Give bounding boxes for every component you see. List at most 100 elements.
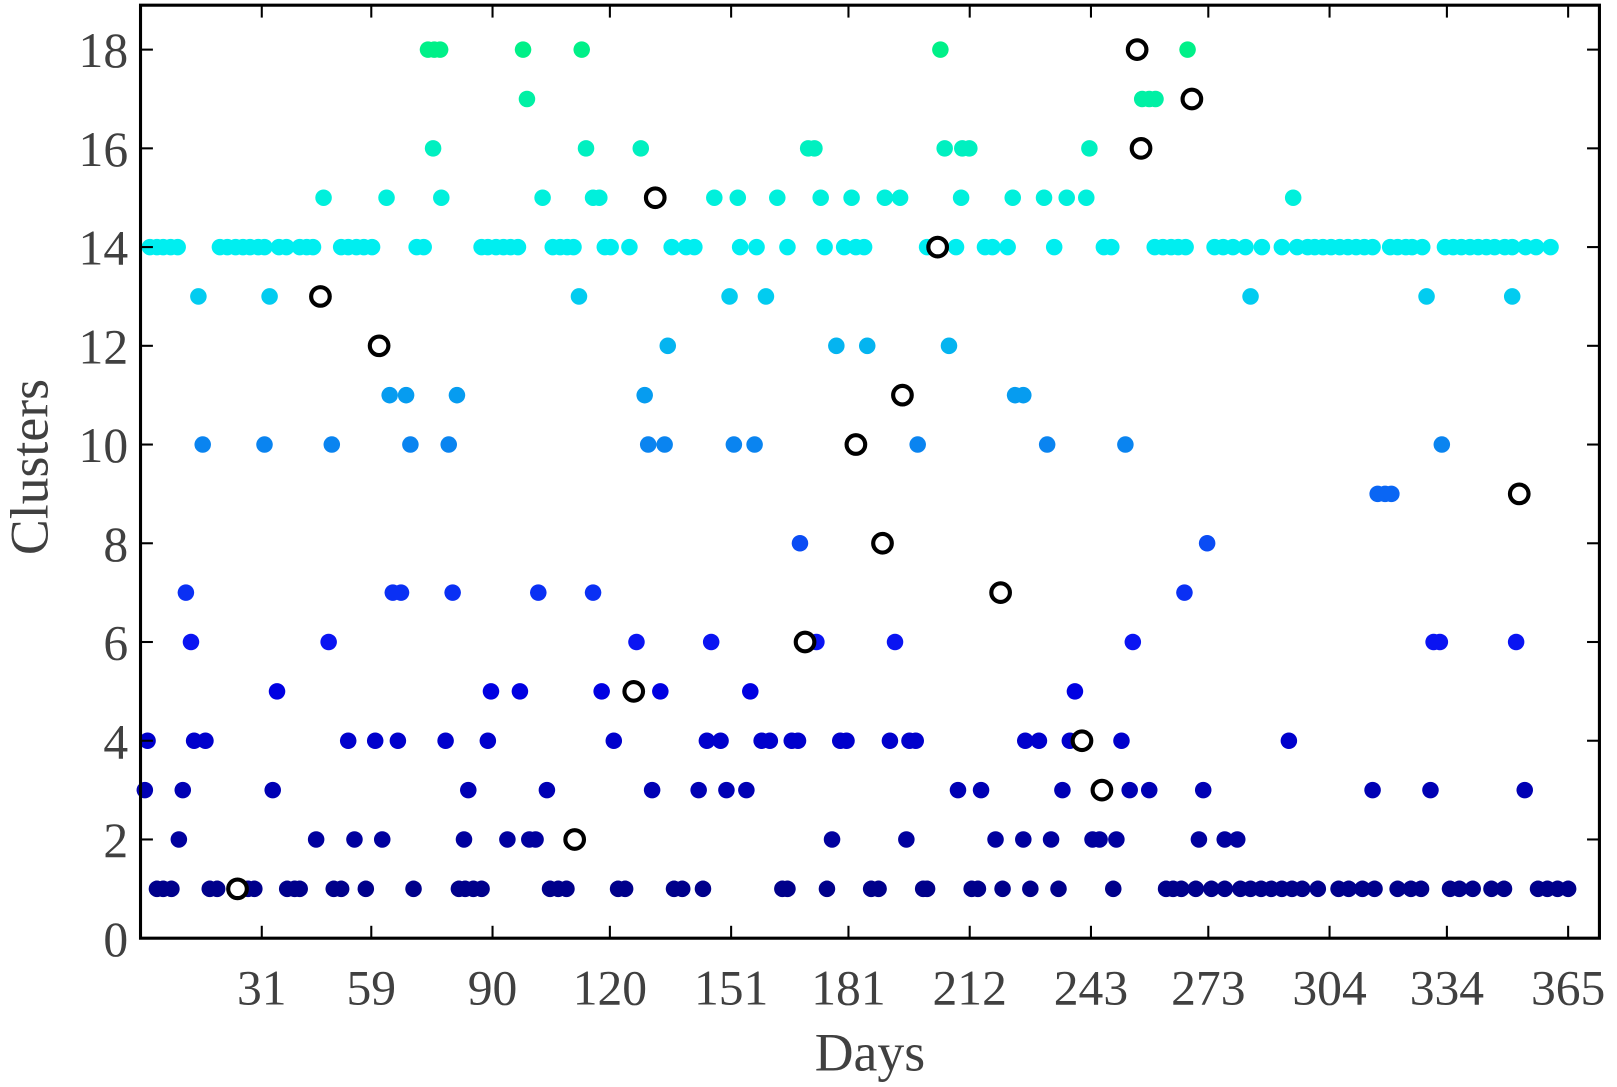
x-tick-label: 181 xyxy=(811,960,885,1015)
point xyxy=(1091,831,1108,848)
point xyxy=(304,238,322,256)
point xyxy=(1045,238,1063,256)
point xyxy=(1293,880,1311,898)
point xyxy=(424,140,442,157)
point xyxy=(1433,436,1451,453)
point xyxy=(999,238,1016,256)
point xyxy=(190,288,207,305)
point xyxy=(448,386,466,404)
point xyxy=(812,189,829,206)
point xyxy=(1035,189,1053,206)
point xyxy=(373,831,391,848)
point xyxy=(909,436,926,453)
point xyxy=(932,41,949,58)
point xyxy=(256,238,273,256)
x-tick-label: 31 xyxy=(237,960,287,1015)
point xyxy=(473,880,490,898)
point xyxy=(570,288,588,305)
point xyxy=(1422,781,1439,799)
plot-frame xyxy=(138,3,1601,940)
point xyxy=(1179,41,1196,58)
point xyxy=(444,584,461,601)
y-tick-label: 18 xyxy=(79,23,129,78)
point xyxy=(855,238,873,256)
point xyxy=(1124,633,1142,651)
point xyxy=(1015,831,1032,848)
point xyxy=(455,831,473,848)
point xyxy=(1113,732,1130,749)
point xyxy=(949,781,967,799)
highlight-marker xyxy=(1180,87,1204,111)
point xyxy=(712,732,729,749)
point xyxy=(1383,485,1400,503)
point xyxy=(170,831,188,848)
point xyxy=(1253,238,1271,256)
point xyxy=(731,238,749,256)
point xyxy=(1237,238,1254,256)
highlight-marker xyxy=(1090,778,1114,802)
point xyxy=(261,288,278,305)
point xyxy=(437,732,454,749)
point xyxy=(1418,288,1435,305)
point xyxy=(961,140,978,157)
highlight-marker xyxy=(563,828,587,851)
y-tick-label: 8 xyxy=(103,517,128,572)
y-tick-label: 2 xyxy=(103,813,128,868)
point xyxy=(1431,633,1449,651)
point xyxy=(652,683,669,700)
point xyxy=(1177,238,1194,256)
point xyxy=(1190,831,1208,848)
point xyxy=(1516,781,1533,799)
point xyxy=(392,584,410,601)
highlight-marker xyxy=(989,581,1012,605)
point xyxy=(1066,683,1084,700)
point xyxy=(278,238,295,256)
point xyxy=(1412,880,1430,898)
point xyxy=(656,436,673,453)
point xyxy=(828,337,845,355)
point xyxy=(1507,633,1525,651)
point xyxy=(538,781,556,799)
y-tick-label: 10 xyxy=(79,418,129,473)
point xyxy=(835,238,853,256)
point xyxy=(838,732,855,749)
point xyxy=(673,880,691,898)
point xyxy=(378,189,395,206)
x-tick-label: 212 xyxy=(933,960,1007,1015)
point xyxy=(346,831,363,848)
point xyxy=(891,189,909,206)
point xyxy=(573,41,590,58)
point xyxy=(605,732,623,749)
x-tick-label: 365 xyxy=(1531,960,1605,1015)
point xyxy=(639,436,657,453)
point xyxy=(1340,880,1357,898)
point xyxy=(757,288,775,305)
point xyxy=(182,633,200,651)
point xyxy=(858,337,876,355)
point xyxy=(499,831,516,848)
x-tick-label: 334 xyxy=(1410,960,1485,1015)
point xyxy=(994,880,1011,898)
point xyxy=(185,732,203,749)
point xyxy=(246,880,263,898)
point xyxy=(628,633,645,651)
point xyxy=(1187,880,1205,898)
point xyxy=(268,683,286,700)
point xyxy=(602,238,619,256)
point xyxy=(307,831,325,848)
x-tick-label: 243 xyxy=(1054,960,1128,1015)
point xyxy=(769,189,786,206)
point xyxy=(738,781,755,799)
point xyxy=(389,732,407,749)
point xyxy=(886,633,904,651)
y-tick-label: 12 xyxy=(79,319,129,374)
point xyxy=(577,140,595,157)
y-tick-label: 16 xyxy=(79,122,129,177)
point xyxy=(1309,880,1327,898)
point xyxy=(174,781,192,799)
point xyxy=(1284,189,1302,206)
point xyxy=(987,831,1004,848)
point xyxy=(509,238,527,256)
point xyxy=(818,880,836,898)
x-tick-label: 120 xyxy=(573,960,647,1015)
